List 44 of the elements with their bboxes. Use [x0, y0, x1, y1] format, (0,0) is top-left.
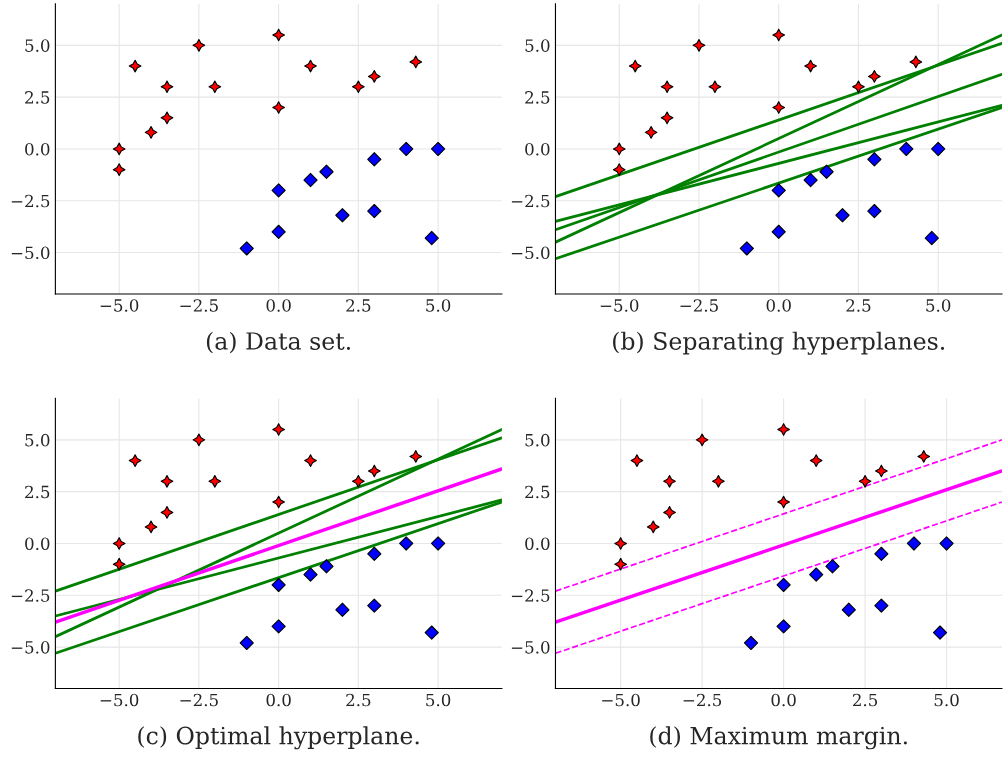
- y-tick-label: −2.5: [11, 589, 50, 602]
- y-tick-label: −5.0: [11, 641, 50, 654]
- y-tick-label: −5.0: [11, 246, 50, 260]
- y-tick-label: 2.5: [525, 485, 550, 499]
- x-tick-label: −5.0: [602, 693, 640, 707]
- y-tick-label: 5.0: [525, 433, 550, 447]
- y-tick-label: −5.0: [511, 246, 550, 260]
- y-tick-label: 0.0: [525, 537, 550, 551]
- x-tick-label: 5.0: [926, 299, 951, 312]
- y-tick-label: 0.0: [25, 537, 50, 551]
- y-tick-label: 0.0: [25, 142, 50, 156]
- x-axis-title: (d) Maximum margin.: [650, 726, 907, 750]
- x-tick-label: −2.5: [680, 299, 718, 312]
- x-tick-label: 2.5: [846, 299, 871, 312]
- x-tick-label: −5.0: [600, 299, 639, 312]
- x-axis-title: (b) Separating hyperplanes.: [613, 331, 945, 355]
- y-tick-label: 2.5: [25, 485, 50, 499]
- x-axis-title: (c) Optimal hyperplane.: [138, 726, 419, 750]
- x-tick-label: 5.0: [426, 299, 451, 312]
- x-tick-label: 5.0: [426, 693, 451, 707]
- x-tick-label: 2.5: [852, 693, 878, 707]
- y-tick-label: −2.5: [11, 194, 50, 208]
- x-tick-label: 0.0: [266, 693, 291, 707]
- y-tick-label: 5.0: [25, 433, 50, 447]
- y-tick-label: −5.0: [511, 641, 550, 654]
- y-tick-label: −2.5: [511, 589, 550, 602]
- x-tick-label: 0.0: [766, 299, 791, 312]
- x-tick-label: 0.0: [266, 299, 291, 312]
- x-tick-label: −2.5: [683, 693, 722, 707]
- x-tick-label: −5.0: [100, 693, 139, 707]
- x-tick-label: 2.5: [346, 299, 371, 312]
- x-tick-label: −2.5: [180, 299, 218, 312]
- x-tick-label: −2.5: [180, 693, 218, 707]
- x-tick-label: 0.0: [771, 693, 796, 707]
- y-tick-label: 5.0: [25, 39, 50, 52]
- x-tick-label: 5.0: [934, 693, 959, 707]
- y-tick-label: 2.5: [25, 91, 50, 104]
- x-tick-label: 2.5: [346, 693, 371, 707]
- x-axis-title: (a) Data set.: [206, 331, 350, 354]
- y-tick-label: 5.0: [525, 39, 550, 52]
- y-tick-label: −2.5: [511, 194, 550, 208]
- y-tick-label: 2.5: [525, 91, 550, 104]
- x-tick-label: −5.0: [100, 299, 139, 312]
- y-tick-label: 0.0: [525, 142, 550, 156]
